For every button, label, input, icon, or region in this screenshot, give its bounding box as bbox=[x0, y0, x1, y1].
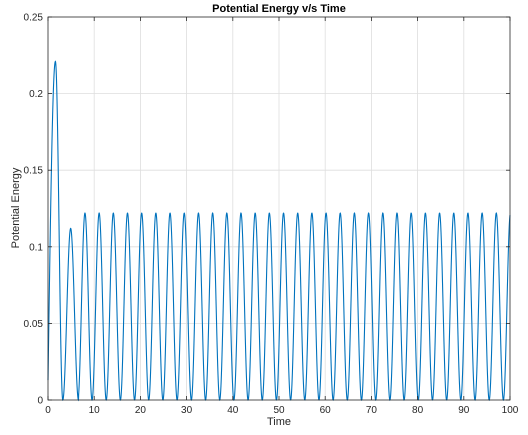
y-axis-label: Potential Energy bbox=[10, 167, 22, 248]
x-axis-label: Time bbox=[267, 416, 291, 428]
x-tick-label: 100 bbox=[502, 405, 519, 416]
x-tick-label: 30 bbox=[181, 405, 193, 416]
x-tick-label: 90 bbox=[458, 405, 470, 416]
y-tick-label: 0.1 bbox=[29, 242, 43, 253]
x-tick-label: 80 bbox=[412, 405, 424, 416]
y-axis-ticks: 0 0.05 0.1 0.15 0.2 0.25 bbox=[24, 13, 510, 407]
chart-title: Potential Energy v/s Time bbox=[212, 3, 346, 15]
x-axis-ticks: 0 10 20 30 40 50 60 70 80 90 100 bbox=[45, 17, 519, 416]
y-tick-label: 0.2 bbox=[29, 89, 43, 100]
y-tick-label: 0.25 bbox=[24, 13, 44, 24]
x-tick-label: 40 bbox=[227, 405, 239, 416]
x-tick-label: 60 bbox=[320, 405, 332, 416]
y-tick-label: 0.05 bbox=[24, 319, 44, 330]
x-grid bbox=[93, 17, 465, 400]
y-tick-label: 0 bbox=[37, 396, 43, 407]
x-tick-label: 70 bbox=[366, 405, 378, 416]
x-tick-label: 10 bbox=[89, 405, 101, 416]
y-tick-label: 0.15 bbox=[24, 166, 44, 177]
series-line bbox=[47, 60, 511, 402]
x-tick-label: 50 bbox=[273, 405, 285, 416]
plot-area bbox=[47, 16, 511, 402]
x-tick-label: 0 bbox=[45, 405, 51, 416]
x-tick-label: 20 bbox=[135, 405, 147, 416]
